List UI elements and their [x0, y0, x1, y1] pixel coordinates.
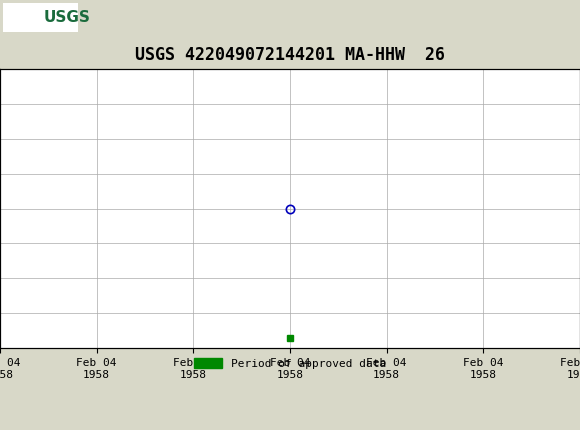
Text: USGS 422049072144201 MA-HHW  26: USGS 422049072144201 MA-HHW 26	[135, 46, 445, 64]
Bar	[3, 3, 78, 32]
Text: USGS: USGS	[44, 10, 90, 25]
Legend: Period of approved data: Period of approved data	[190, 354, 390, 374]
